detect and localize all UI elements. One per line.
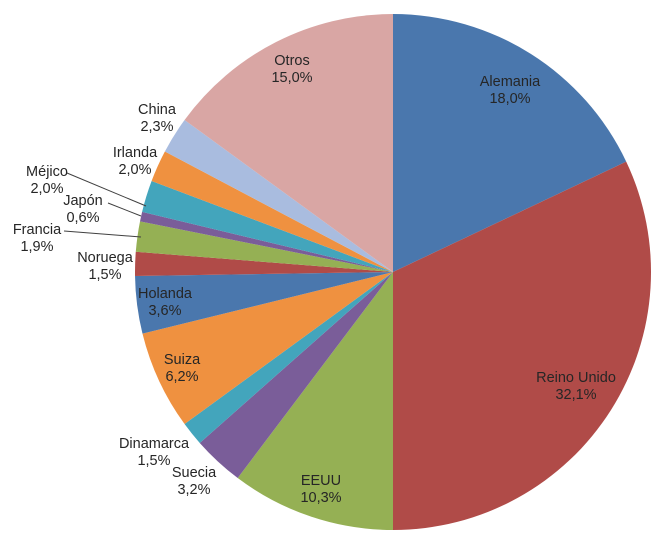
slice-label-name: Alemania — [480, 74, 541, 90]
pie-slice-noruega — [134, 251, 394, 277]
slice-label-suiza: Suiza 6,2% — [164, 352, 201, 385]
slice-label-percent: 2,0% — [30, 181, 63, 197]
slice-label-percent: 18,0% — [489, 91, 530, 107]
slice-label-percent: 6,2% — [165, 369, 198, 385]
slice-label-alemania: Alemania 18,0% — [480, 74, 541, 107]
slice-label-percent: 2,3% — [140, 119, 173, 135]
slice-label-name: Suiza — [164, 352, 201, 368]
slice-label-japon: Japón 0,6% — [63, 193, 103, 226]
pie-slice-alemania — [393, 14, 627, 272]
slice-label-otros: Otros 15,0% — [271, 53, 312, 86]
slice-label-name: Irlanda — [113, 145, 158, 161]
pie-slice-otros — [184, 14, 393, 272]
leader-line-japon — [107, 202, 142, 217]
pie-slice-eeuu — [237, 272, 393, 530]
slice-label-reino-unido: Reino Unido 32,1% — [536, 370, 616, 403]
slice-label-name: Otros — [274, 53, 309, 69]
slice-label-eeuu: EEUU 10,3% — [300, 473, 341, 506]
slice-label-china: China 2,3% — [138, 102, 177, 135]
slice-label-dinamarca: Dinamarca 1,5% — [119, 436, 190, 469]
slice-label-suecia: Suecia 3,2% — [172, 465, 217, 498]
slice-label-holanda: Holanda 3,6% — [138, 286, 193, 319]
pie-slice-suiza — [142, 272, 393, 425]
slice-label-noruega: Noruega 1,5% — [77, 250, 134, 283]
slice-label-percent: 1,5% — [137, 453, 170, 469]
pie-slice-irlanda — [151, 151, 393, 272]
slice-label-percent: 2,0% — [118, 162, 151, 178]
pie-slice-china — [164, 119, 393, 273]
slice-label-name: Méjico — [26, 164, 68, 180]
slice-label-percent: 3,2% — [177, 482, 210, 498]
slice-label-name: Dinamarca — [119, 436, 190, 452]
slice-label-percent: 1,5% — [88, 267, 121, 283]
slice-label-name: Noruega — [77, 250, 134, 266]
slice-label-francia: Francia 1,9% — [13, 222, 62, 255]
leader-line-francia — [63, 230, 142, 238]
slice-label-irlanda: Irlanda 2,0% — [113, 145, 158, 178]
slice-label-percent: 1,9% — [20, 239, 53, 255]
slice-label-percent: 10,3% — [300, 490, 341, 506]
pie-slice-mejico — [142, 180, 393, 272]
slice-label-percent: 0,6% — [66, 210, 99, 226]
pie-slice-francia — [135, 221, 394, 272]
pie-slice-dinamarca — [184, 272, 393, 443]
slice-label-name: Francia — [13, 222, 62, 238]
slice-label-name: EEUU — [301, 473, 341, 489]
slice-label-percent: 3,6% — [148, 303, 181, 319]
slice-label-name: Japón — [63, 193, 103, 209]
slice-label-name: China — [138, 102, 177, 118]
slice-label-name: Suecia — [172, 465, 217, 481]
pie-slice-holanda — [135, 272, 393, 334]
leader-line-mejico — [66, 172, 147, 207]
slice-label-name: Reino Unido — [536, 370, 616, 386]
slice-label-percent: 32,1% — [555, 387, 596, 403]
pie-slice-reino-unido — [393, 161, 652, 530]
slice-label-mejico: Méjico 2,0% — [26, 164, 68, 197]
slice-label-percent: 15,0% — [271, 70, 312, 86]
pie-slice-japon — [140, 211, 393, 272]
pie-slice-suecia — [199, 272, 393, 479]
slice-label-name: Holanda — [138, 286, 193, 302]
